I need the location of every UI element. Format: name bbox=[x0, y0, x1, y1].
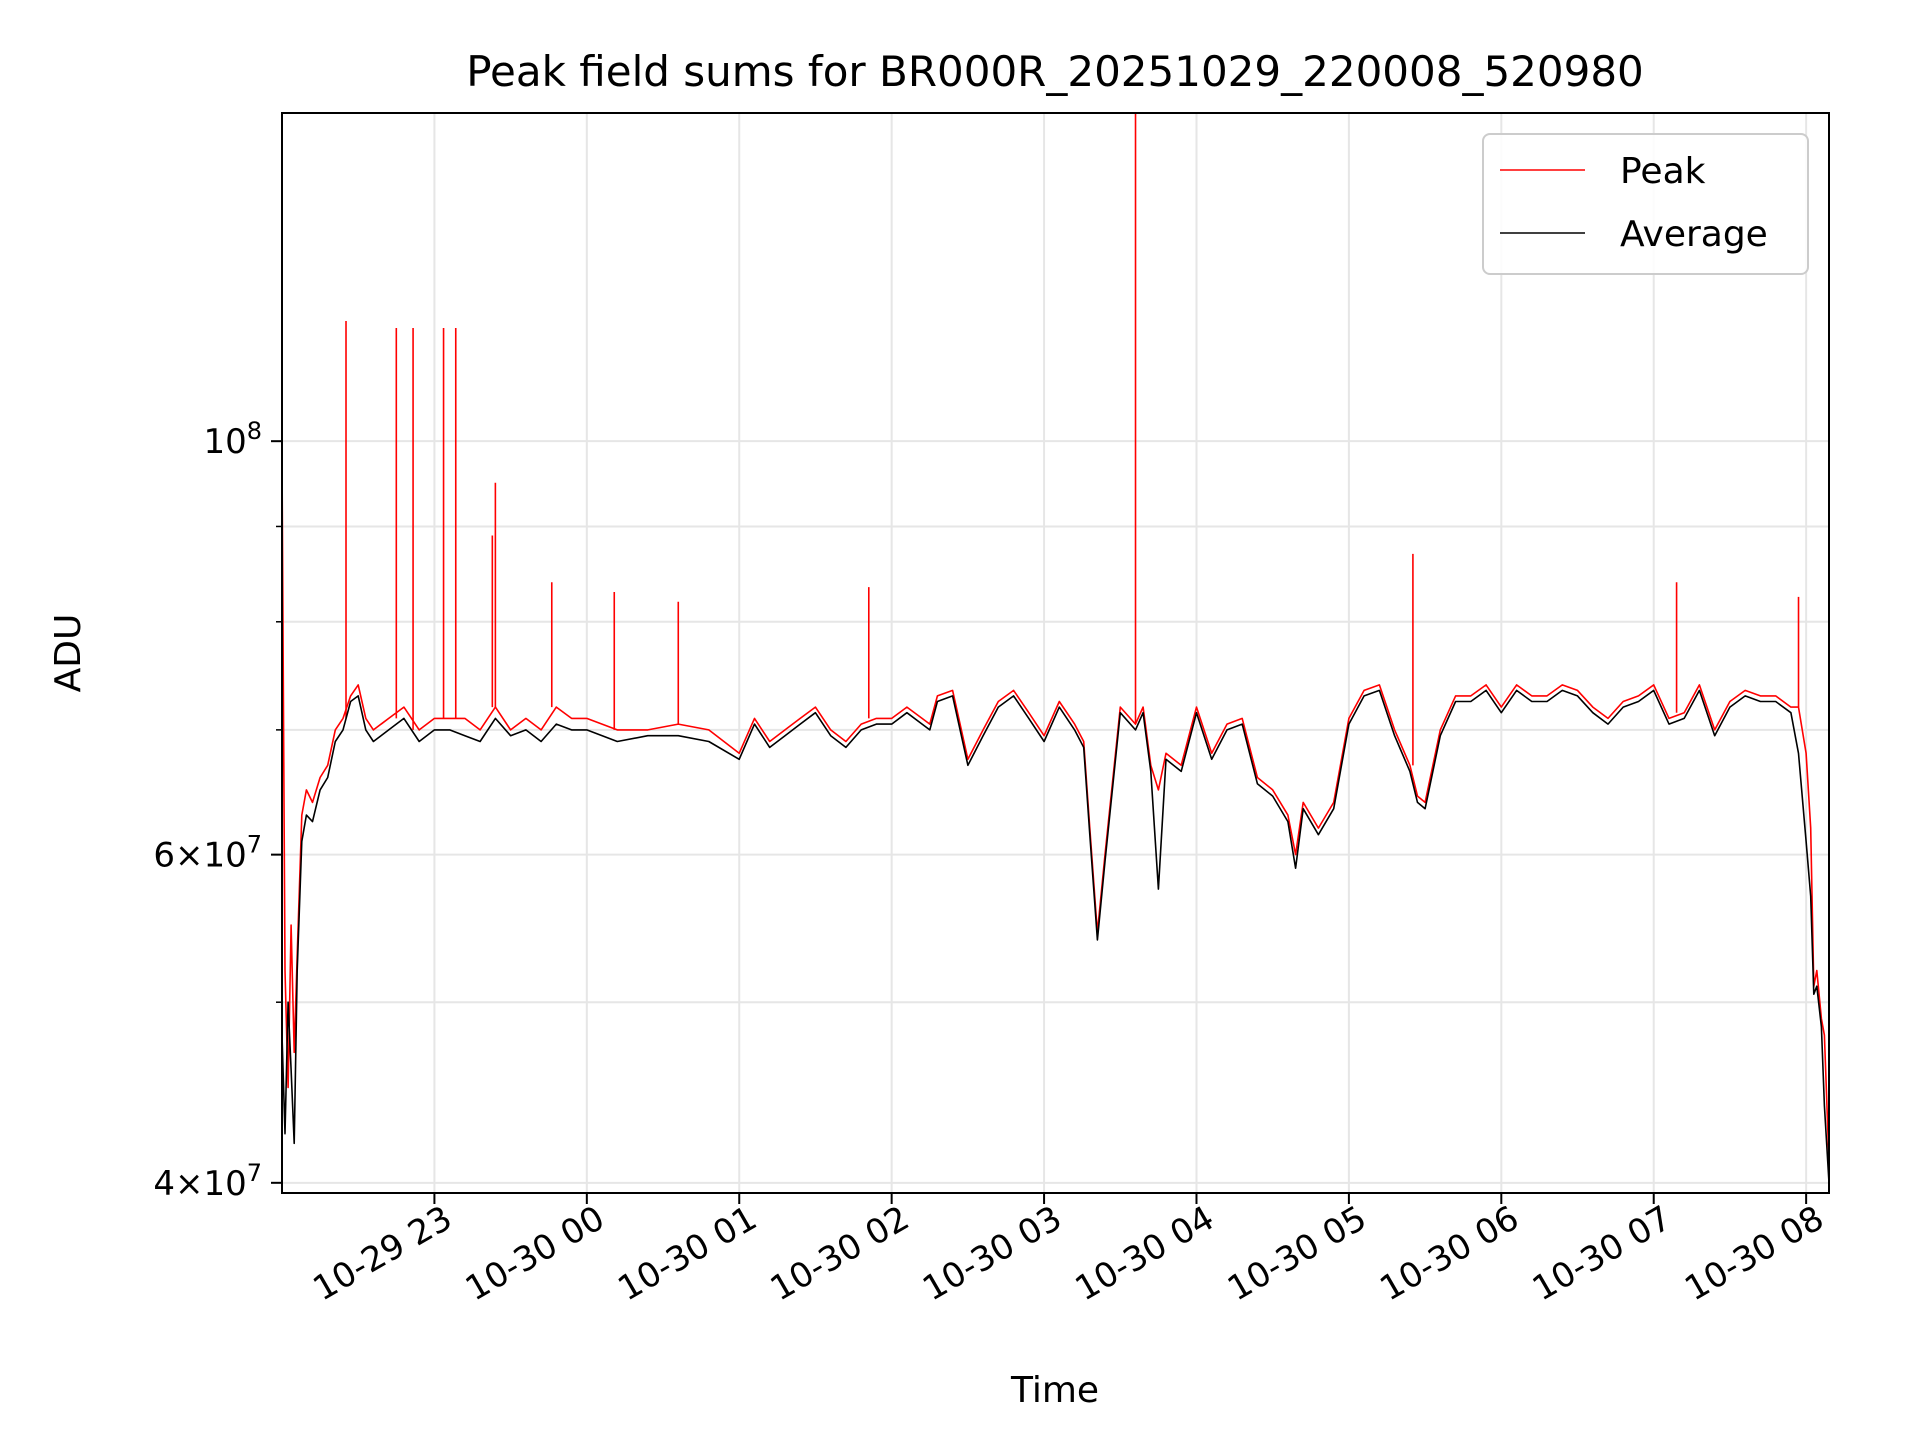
y-tick-exponent: 7 bbox=[247, 1159, 262, 1187]
y-tick-ten: 10 bbox=[203, 422, 246, 462]
legend-label-peak: Peak bbox=[1620, 151, 1706, 192]
y-tick-label: 4×107 bbox=[153, 1159, 262, 1204]
x-axis-label: Time bbox=[1010, 1370, 1099, 1411]
y-tick-label: 6×107 bbox=[153, 831, 262, 876]
y-tick-exponent: 7 bbox=[247, 831, 262, 859]
plot-frame bbox=[281, 112, 1830, 1194]
legend: Peak Average bbox=[1482, 133, 1809, 275]
legend-box bbox=[1482, 133, 1809, 275]
y-axis-label: ADU bbox=[48, 614, 89, 693]
y-tick-base: 6× bbox=[153, 836, 203, 876]
y-tick-exponent: 8 bbox=[247, 417, 262, 445]
y-tick-ten: 10 bbox=[203, 1164, 246, 1204]
y-tick-base: 4× bbox=[153, 1164, 203, 1204]
series-layer bbox=[281, 113, 1830, 1183]
legend-label-average: Average bbox=[1620, 214, 1768, 255]
chart-title: Peak field sums for BR000R_20251029_2200… bbox=[466, 47, 1644, 96]
series-line-average bbox=[281, 689, 1830, 1183]
grid bbox=[282, 113, 1829, 1193]
y-tick-label: 108 bbox=[203, 417, 262, 462]
y-tick-ten: 10 bbox=[203, 836, 246, 876]
